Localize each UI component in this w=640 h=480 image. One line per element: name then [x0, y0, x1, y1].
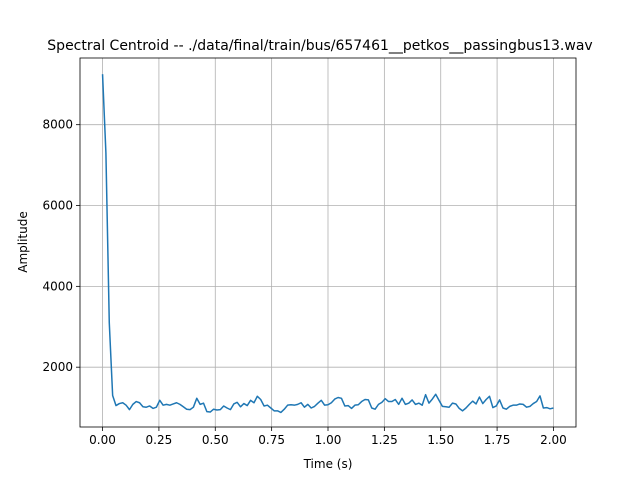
x-axis-label: Time (s): [303, 457, 353, 471]
grid-layer: [80, 58, 576, 427]
y-tick-label: 8000: [42, 118, 73, 132]
x-tick-label: 0.50: [202, 433, 229, 447]
y-tick-label: 4000: [42, 279, 73, 293]
x-tick-label: 1.25: [371, 433, 398, 447]
x-tick-label: 2.00: [540, 433, 567, 447]
series-line: [101, 74, 554, 414]
x-tick-label: 1.50: [427, 433, 454, 447]
y-axis-label: Amplitude: [16, 211, 30, 273]
chart-title: Spectral Centroid -- ./data/final/train/…: [47, 38, 592, 54]
tick-layer: 0.00 0.25 0.50 0.75 1.00 1.25 1.50 1.75 2.00 2000…: [42, 118, 566, 447]
x-tick-label: 1.75: [484, 433, 511, 447]
x-tick-label: 0.00: [89, 433, 116, 447]
y-tick-label: 2000: [42, 360, 73, 374]
plot-layer: [101, 74, 554, 414]
y-tick-label: 6000: [42, 199, 73, 213]
x-tick-label: 1.00: [315, 433, 342, 447]
x-tick-label: 0.25: [146, 433, 173, 447]
x-tick-label: 0.75: [258, 433, 285, 447]
